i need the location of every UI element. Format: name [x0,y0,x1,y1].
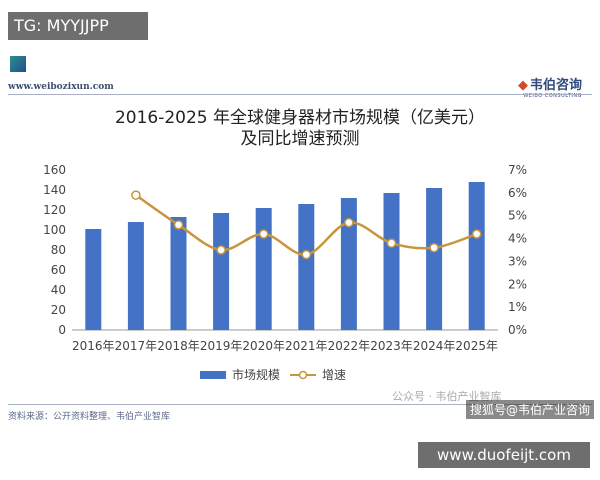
chart-title-line1: 2016-2025 年全球健身器材市场规模（亿美元） [114,108,486,128]
y-left-tick-label: 0 [58,323,66,337]
growth-point [386,238,397,248]
brand-logo-icon: ◆ [517,78,528,93]
legend-line-marker [298,370,308,380]
bar [340,198,357,330]
overlay-watermark-left: 公众号 · 韦伯产业智库 [392,390,502,403]
y-left-tick-label: 80 [51,243,66,257]
bar [426,188,443,330]
bar [255,208,272,330]
y-left-tick-label: 120 [43,203,66,217]
site-url: www.weibozixun.com [8,82,114,92]
bottom-divider [8,404,592,405]
bar [127,222,144,330]
legend-bar-label: 市场规模 [232,367,280,382]
bar [170,217,187,330]
y-right-tick-label: 5% [508,209,527,223]
bar [383,193,400,330]
legend-line-label: 增速 [322,368,346,382]
bar [213,213,230,330]
bar [298,204,315,330]
y-right-tick-label: 4% [508,232,527,246]
y-left-tick-label: 160 [43,163,66,177]
growth-point [301,249,312,260]
growth-point [471,229,482,239]
legend-bar-swatch [200,371,226,379]
growth-point [258,229,269,239]
x-tick-label: 2018年 [157,339,200,353]
y-right-tick-label: 2% [508,277,527,291]
y-left-tick-label: 140 [43,183,66,197]
growth-point [173,220,184,230]
x-tick-label: 2023年 [370,339,413,353]
x-tick-label: 2022年 [328,339,371,353]
logo-square-icon [10,56,26,72]
y-right-tick-label: 7% [508,163,527,177]
x-tick-label: 2021年 [285,339,328,353]
y-left-tick-label: 60 [51,263,66,277]
x-tick-label: 2025年 [455,339,498,353]
watermark-box: www.duofeijt.com [418,442,590,468]
growth-point [429,242,439,253]
y-right-tick-label: 1% [508,300,527,314]
chart-title-line2: 及同比增速预测 [240,129,360,149]
x-tick-label: 2019年 [200,339,243,353]
x-tick-label: 2020年 [242,339,285,353]
y-right-tick-label: 6% [508,186,527,200]
x-tick-label: 2016年 [72,339,115,353]
x-tick-label: 2024年 [413,339,456,353]
y-left-tick-label: 40 [51,283,66,297]
growth-point [131,190,141,200]
growth-point [216,245,226,255]
top-divider [8,94,592,95]
brand-subtitle: WEIBO CONSULTING [523,93,582,99]
growth-point [344,217,354,228]
brand-name-text: 韦伯咨询 [529,78,582,93]
y-left-tick-label: 20 [51,303,66,317]
y-right-tick-label: 3% [508,254,527,268]
brand-name: ◆ 韦伯咨询 [518,74,582,93]
bar [85,229,102,330]
source-note: 资料来源：公开资料整理、韦伯产业智库 [8,412,171,422]
chart-title: 2016-2025 年全球健身器材市场规模（亿美元） 及同比增速预测 [0,108,600,150]
y-left-tick-label: 100 [43,223,66,237]
y-right-tick-label: 0% [508,323,527,337]
brand: ◆ 韦伯咨询 WEIBO CONSULTING [518,74,582,99]
bar [468,182,485,330]
x-tick-label: 2017年 [115,339,158,353]
tag-label: TG: MYYJJPP [8,12,148,40]
overlay-watermark-right: 搜狐号@韦伯产业咨询 [466,400,595,419]
